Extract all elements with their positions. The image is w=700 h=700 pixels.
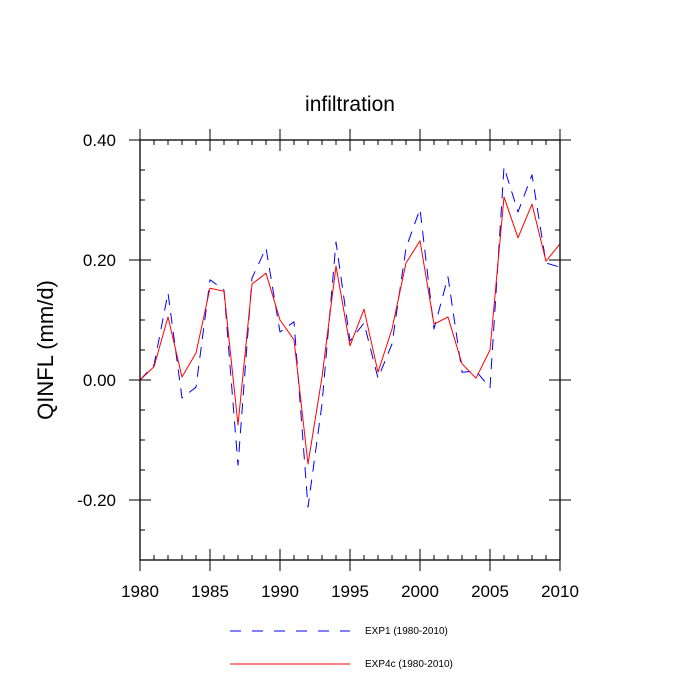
legend-item-exp4c: EXP4c (1980-2010) xyxy=(230,659,453,670)
x-tick-label: 1995 xyxy=(331,582,369,601)
legend-label-exp4c: EXP4c (1980-2010) xyxy=(365,659,453,670)
axis-tick-labels: 1980 1985 1990 1995 2000 2005 2010 -0.20 0.00 0.2… xyxy=(77,131,579,601)
y-tick-label: -0.20 xyxy=(77,491,116,510)
plot-frame xyxy=(139,139,561,561)
x-tick-label: 1980 xyxy=(121,582,159,601)
y-tick-label: 0.40 xyxy=(83,131,116,150)
y-axis-label: QINFL (mm/d) xyxy=(33,280,58,420)
legend-item-exp1: EXP1 (1980-2010) xyxy=(230,626,448,637)
x-tick-label: 1990 xyxy=(261,582,299,601)
x-tick-label: 2000 xyxy=(401,582,439,601)
axis-ticks xyxy=(129,129,571,571)
chart-title: infiltration xyxy=(305,93,395,116)
x-tick-label: 2005 xyxy=(471,582,509,601)
y-tick-label: 0.20 xyxy=(83,251,116,270)
legend: EXP1 (1980-2010) EXP4c (1980-2010) xyxy=(230,626,453,670)
data-series xyxy=(139,166,561,508)
y-tick-label: 0.00 xyxy=(83,371,116,390)
series-line-exp4c xyxy=(139,196,561,465)
x-tick-label: 1985 xyxy=(191,582,229,601)
legend-label-exp1: EXP1 (1980-2010) xyxy=(365,626,448,637)
x-tick-label: 2010 xyxy=(541,582,579,601)
series-line-exp1 xyxy=(139,166,561,508)
